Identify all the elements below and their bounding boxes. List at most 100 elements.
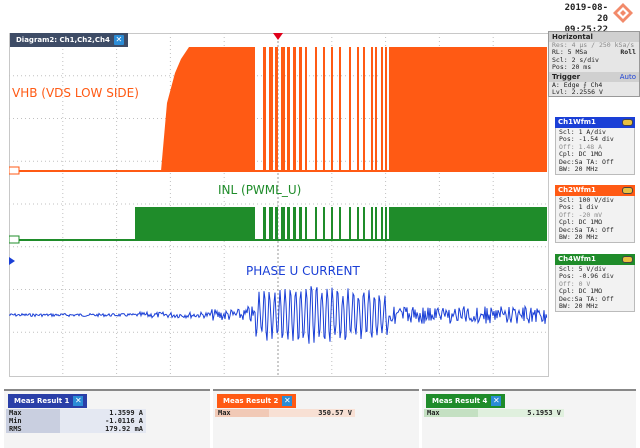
meas-key: Max	[424, 409, 478, 417]
ch1-marker-icon	[9, 257, 15, 265]
diagram-tab[interactable]: Diagram2: Ch1,Ch2,Ch4 ✕	[10, 33, 128, 47]
ch4-pulse	[375, 207, 377, 240]
ch1-toggle-icon[interactable]	[622, 119, 633, 126]
ch4-pulse	[363, 207, 365, 240]
ch4-pulse	[349, 207, 351, 240]
meas-value: -1.0116 A	[60, 417, 146, 425]
ch4-line: Cpl: DC 1MΩ	[559, 287, 603, 296]
ch4-pulse	[371, 207, 373, 240]
meas-result-4[interactable]: Meas Result 4 ✕ Max 5.1953 V	[422, 389, 636, 448]
ch4-pulse	[381, 207, 383, 240]
horizontal-panel[interactable]: Horizontal Res: 4 µs / 250 kSa/s RL: 5 M…	[548, 31, 640, 98]
ch4-pulse	[315, 207, 317, 240]
ch4-line: Pos: -0.96 div	[559, 272, 614, 281]
ch2-pulse	[339, 47, 341, 171]
datetime: 2019-08-20 09:25:22	[560, 3, 608, 36]
ch2-line: BW: 20 MHz	[559, 233, 599, 242]
trigger-source: A: Edge ⨍ Ch4	[552, 80, 603, 89]
close-icon[interactable]: ✕	[73, 396, 84, 406]
ch4-pulse	[287, 207, 290, 240]
ch2-pulse	[315, 47, 317, 171]
meas-table: Max 350.57 V	[215, 409, 355, 417]
ch4-pulse	[299, 207, 302, 240]
horizontal-pos: Pos: 20 ms	[552, 63, 592, 72]
trigger-marker-icon	[273, 33, 283, 40]
meas-value: 350.57 V	[269, 409, 355, 417]
ch2-pulse	[385, 47, 387, 171]
horizontal-res: Res: 4 µs / 250 kSa/s	[552, 41, 635, 49]
ch2-pulse	[269, 47, 273, 171]
ch4-pulse	[385, 207, 387, 240]
meas-key: Max	[215, 409, 269, 417]
ch4-info-panel[interactable]: Ch4Wfm1 Scl: 5 V/div Pos: -0.96 div Off:…	[555, 254, 635, 313]
ch2-pulse	[375, 47, 377, 171]
ch2-pulse	[287, 47, 290, 171]
ch1-line: Dec:Sa TA: Off	[559, 157, 614, 166]
close-icon[interactable]: ✕	[491, 396, 502, 406]
ch1-line: Off: 1.48 A	[559, 142, 603, 151]
horizontal-scl: Scl: 2 s/div	[552, 55, 599, 64]
ch1-line: BW: 20 MHz	[559, 165, 599, 174]
date: 2019-08-20	[564, 3, 608, 24]
ch2-pulse	[299, 47, 302, 171]
table-row: Max 350.57 V	[215, 409, 355, 417]
meas-key: RMS	[6, 425, 60, 433]
ch4-pulse	[305, 207, 307, 240]
ch2-pulse	[363, 47, 365, 171]
ch2-info-panel[interactable]: Ch2Wfm1 Scl: 100 V/div Pos: 1 div Off: -…	[555, 185, 635, 244]
ch4-pulse	[323, 207, 325, 240]
ch4-pulse	[331, 207, 333, 240]
ch2-marker-icon	[9, 166, 20, 175]
ch1-line: Cpl: DC 1MΩ	[559, 150, 603, 159]
meas-value: 5.1953 V	[478, 409, 564, 417]
ch4-line: Scl: 5 V/div	[559, 265, 606, 273]
ch4-pulse	[339, 207, 341, 240]
meas-title: Meas Result 4	[432, 397, 488, 405]
ch4-pulse	[269, 207, 273, 240]
ch2-pulse	[275, 47, 278, 171]
ch4-pulse	[275, 207, 278, 240]
ch2-waveform	[161, 47, 255, 171]
ch2-pulse	[357, 47, 359, 171]
vhb-label: VHB (VDS LOW SIDE)	[12, 86, 139, 100]
ch2-pulse	[381, 47, 383, 171]
horizontal-roll: Roll	[620, 48, 636, 57]
close-icon[interactable]: ✕	[113, 35, 124, 45]
table-row: Max 5.1953 V	[424, 409, 564, 417]
ch4-toggle-icon[interactable]	[622, 256, 633, 263]
meas-table: Max 5.1953 V	[424, 409, 564, 417]
time: 09:25:22	[564, 25, 608, 35]
ch2-line: Scl: 100 V/div	[559, 196, 614, 204]
waveform-plot[interactable]	[9, 33, 547, 375]
ch4-line: Off: 0 V	[559, 279, 591, 288]
meas-result-2[interactable]: Meas Result 2 ✕ Max 350.57 V	[213, 389, 419, 448]
ch2-line: Off: -20 mV	[559, 210, 603, 219]
ch2-pulse	[305, 47, 307, 171]
ch2-pulse	[281, 47, 285, 171]
table-row: RMS 179.92 mA	[6, 425, 146, 433]
ch1-name: Ch1Wfm1	[558, 118, 596, 126]
horizontal-title: Horizontal	[549, 32, 639, 42]
ch4-waveform	[135, 207, 255, 240]
ch2-pulse	[263, 47, 266, 171]
diagram-tab-label: Diagram2: Ch1,Ch2,Ch4	[16, 36, 110, 44]
close-icon[interactable]: ✕	[282, 396, 293, 406]
ch2-toggle-icon[interactable]	[622, 187, 633, 194]
ch2-waveform-tail	[389, 47, 547, 171]
meas-value: 1.3599 A	[60, 409, 146, 417]
table-row: Min -1.0116 A	[6, 417, 146, 425]
ch2-line: Dec:Sa TA: Off	[559, 225, 614, 234]
meas-key: Min	[6, 417, 60, 425]
ch4-waveform-tail	[389, 207, 547, 240]
meas-value: 179.92 mA	[60, 425, 146, 433]
table-row: Max 1.3599 A	[6, 409, 146, 417]
ch1-info-panel[interactable]: Ch1Wfm1 Scl: 1 A/div Pos: -1.54 div Off:…	[555, 117, 635, 176]
meas-result-1[interactable]: Meas Result 1 ✕ Max 1.3599 A Min -1.0116 A …	[4, 389, 210, 448]
ch2-pulse	[331, 47, 333, 171]
ch2-pulse	[323, 47, 325, 171]
ch2-name: Ch2Wfm1	[558, 186, 596, 194]
ch2-pulse	[293, 47, 296, 171]
rohde-schwarz-logo-icon	[613, 3, 633, 23]
ch2-pulse	[349, 47, 351, 171]
phase-label: PHASE U CURRENT	[246, 264, 360, 278]
